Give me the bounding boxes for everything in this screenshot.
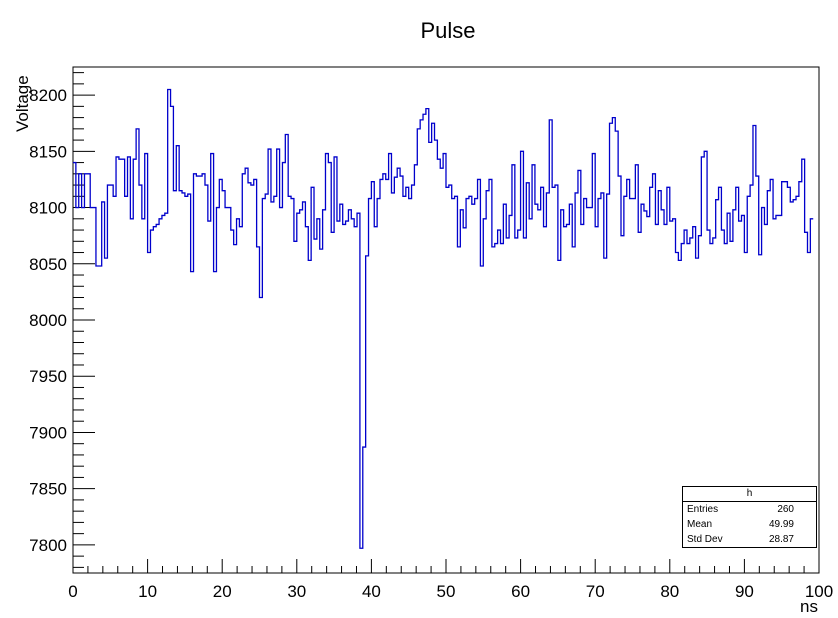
y-axis: 7800 7850 7900 7950 8000 8050 8100 8150 8200 <box>29 72 95 568</box>
y-tick-label: 8100 <box>29 199 67 218</box>
x-tick-label: 50 <box>437 582 456 601</box>
x-tick-label: 90 <box>735 582 754 601</box>
stats-title: h <box>683 487 816 502</box>
x-tick-label: 70 <box>586 582 605 601</box>
x-tick-label: 10 <box>138 582 157 601</box>
stats-entries-label: Entries <box>687 504 719 515</box>
y-tick-label: 8200 <box>29 86 67 105</box>
stats-mean-label: Mean <box>687 519 713 530</box>
y-axis-title: Voltage <box>13 75 32 132</box>
stats-mean-value: 49.99 <box>768 519 794 530</box>
y-tick-label: 8050 <box>29 255 67 274</box>
y-tick-label: 8150 <box>29 142 67 161</box>
stats-row-entries: Entries 260 <box>683 502 816 517</box>
x-tick-label: 0 <box>68 582 77 601</box>
stats-box: h Entries 260 Mean 49.99 Std Dev 28.87 <box>682 486 817 548</box>
x-tick-label: 20 <box>213 582 232 601</box>
stats-stddev-value: 28.87 <box>768 534 794 545</box>
x-tick-label: 60 <box>511 582 530 601</box>
stats-row-mean: Mean 49.99 <box>683 517 816 532</box>
stats-stddev-label: Std Dev <box>687 534 723 545</box>
stats-entries-value: 260 <box>777 504 794 515</box>
y-tick-label: 7800 <box>29 536 67 555</box>
y-tick-label: 7900 <box>29 423 67 442</box>
y-tick-label: 7850 <box>29 480 67 499</box>
x-tick-label: 100 <box>805 582 833 601</box>
chart-title: Pulse <box>420 18 475 43</box>
x-axis: 0 10 20 30 40 50 60 70 80 90 100 <box>68 559 833 601</box>
y-tick-label: 8000 <box>29 311 67 330</box>
pulse-series-line <box>72 88 814 549</box>
x-tick-label: 80 <box>660 582 679 601</box>
x-axis-title: ns <box>800 597 818 616</box>
y-tick-label: 7950 <box>29 367 67 386</box>
x-tick-label: 30 <box>287 582 306 601</box>
x-tick-label: 40 <box>362 582 381 601</box>
stats-row-stddev: Std Dev 28.87 <box>683 532 816 547</box>
